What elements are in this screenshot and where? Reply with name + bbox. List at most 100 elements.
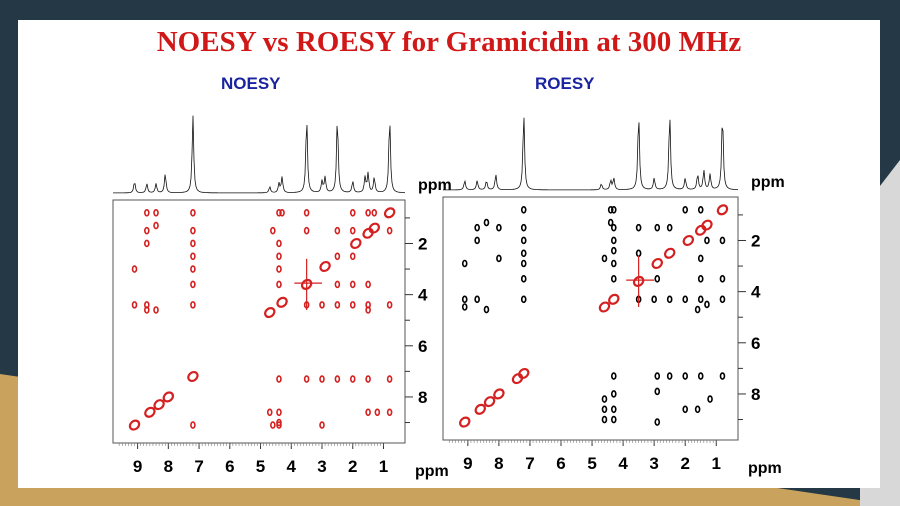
cross-peak (651, 295, 657, 304)
cross-peak (694, 405, 701, 414)
roesy-label: ROESY (535, 74, 595, 93)
cross-peak (682, 205, 689, 214)
cross-peak (276, 280, 282, 289)
cross-peak (153, 208, 159, 217)
cross-peak (266, 408, 273, 417)
cross-peak (144, 306, 150, 314)
cross-peak (666, 295, 673, 304)
cross-peak (349, 252, 356, 261)
cross-peak (520, 259, 527, 268)
diagonal-peak (598, 301, 611, 313)
diagonal-peak (300, 278, 313, 290)
y-tick-label: 6 (751, 334, 760, 353)
cross-peak (697, 254, 704, 263)
x-tick-label: 3 (317, 457, 326, 476)
x-tick-label: 6 (556, 454, 565, 473)
cross-peak (144, 239, 150, 248)
cross-peak (601, 395, 608, 403)
cross-peak (349, 301, 356, 309)
cross-peak (474, 295, 480, 304)
x-tick-label: 2 (680, 454, 689, 473)
x-tick-label: 5 (256, 457, 265, 476)
cross-peak (666, 372, 673, 380)
cross-peak (496, 223, 502, 232)
diagonal-peak (350, 237, 362, 250)
cross-peak (190, 252, 196, 261)
cross-peak (365, 408, 371, 417)
x-tick-label: 2 (348, 457, 357, 476)
x-tick-label: 1 (379, 457, 388, 476)
cross-peak (334, 252, 341, 261)
cross-peak (682, 295, 689, 304)
cross-peak (520, 223, 527, 232)
cross-peak (697, 205, 704, 214)
cross-peak (461, 259, 468, 268)
cross-peak (610, 275, 617, 283)
noesy-plot: 9 8 7 6 5 4 3 2 1 2 4 6 8 ppm ppm (112, 115, 452, 480)
cross-peak (654, 418, 661, 426)
cross-peak (610, 372, 617, 380)
cross-peak (654, 387, 661, 396)
cross-peak (496, 254, 502, 263)
slide: NOESY vs ROESY for Gramicidin at 300 MHz… (18, 20, 880, 488)
cross-peak (610, 390, 617, 398)
plot-frame (112, 199, 406, 444)
cross-peak (704, 300, 710, 309)
cross-peak (601, 415, 608, 424)
cross-peak (365, 306, 371, 314)
cross-peak (365, 280, 371, 289)
diagonal-peak (383, 207, 396, 219)
diagonal-peak (493, 388, 505, 400)
cross-peak (303, 208, 310, 217)
plot-frame (442, 196, 739, 441)
x-tick-label: 4 (287, 457, 297, 476)
cross-peak (474, 236, 480, 245)
cross-peak (190, 265, 196, 273)
cross-peak (190, 226, 196, 235)
cross-peak (474, 223, 480, 232)
slide-title: NOESY vs ROESY for Gramicidin at 300 MHz (156, 26, 742, 58)
diagonal-peak (276, 296, 288, 308)
cross-peak (520, 205, 527, 214)
cross-peak (276, 265, 282, 273)
diagonal-peak (368, 222, 380, 234)
cross-peak (144, 226, 150, 235)
cross-peak (719, 295, 726, 304)
diagonal-peak (716, 204, 729, 216)
cross-peak (520, 295, 527, 304)
cross-peak (635, 249, 642, 258)
cross-peak (610, 246, 617, 255)
diagonal-peak (319, 260, 331, 273)
y-tick-label: 8 (418, 388, 427, 407)
cross-peak (190, 301, 196, 309)
cross-peak (704, 236, 710, 245)
diagonal-peak (459, 416, 471, 428)
cross-peak (610, 205, 617, 214)
cross-peak (697, 275, 704, 283)
diagonal-peak (483, 396, 496, 408)
cross-peak (319, 301, 325, 309)
y-axis-label: ppm (418, 177, 452, 194)
cross-peak (610, 223, 617, 232)
diagonal-peak (474, 403, 486, 415)
cross-peak (386, 301, 393, 309)
noesy-label: NOESY (221, 74, 281, 93)
x-tick-label: 8 (164, 457, 173, 476)
spectra-canvas: 9 8 7 6 5 4 3 2 1 2 4 6 8 ppm ppm 9 8 7 6 5 4 3 2 1 2 4 6 8 ppm ppm (112, 115, 785, 480)
cross-peak (279, 208, 285, 217)
diagonal-peak (511, 373, 524, 385)
cross-peak (276, 252, 282, 261)
diagonal-peak (144, 406, 156, 418)
cross-peak (190, 280, 196, 289)
cross-peak (635, 223, 642, 232)
cross-peak (144, 208, 150, 217)
cross-peak (601, 405, 608, 414)
y-axis-label: ppm (751, 174, 785, 191)
x-tick-label: 6 (225, 457, 234, 476)
cross-peak (666, 223, 673, 232)
diagonal-peak (682, 234, 695, 247)
cross-peak (349, 208, 356, 217)
cross-peak (276, 208, 282, 217)
diagonal-peak (701, 219, 713, 231)
cross-peak (520, 236, 527, 245)
